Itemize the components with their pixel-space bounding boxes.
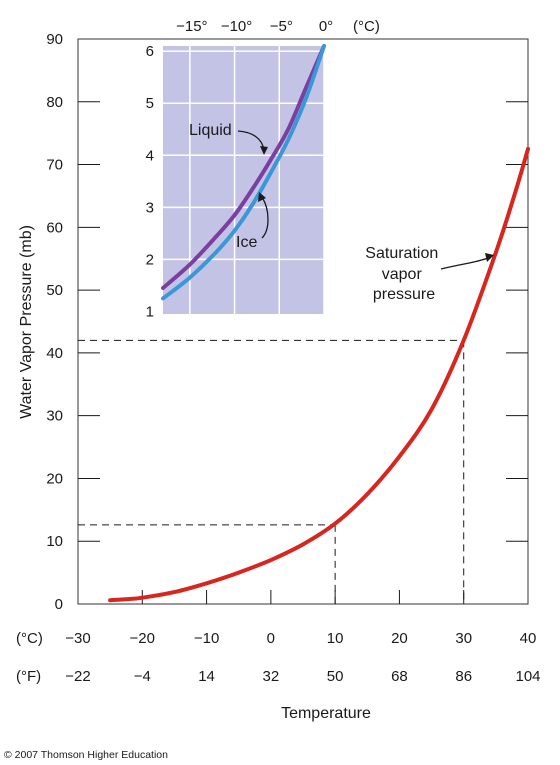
- y-tick-labels: 0 10 20 30 40 50 60 70 80 90: [46, 31, 63, 613]
- x-tick-label-fahrenheit-3: 32: [263, 668, 280, 685]
- x-unit-fahrenheit: (°F): [16, 668, 41, 685]
- annotation-saturation-vapor-pressure: Saturation vapor pressure: [365, 245, 442, 303]
- inset-y-tick-label-0: 1: [146, 303, 154, 320]
- inset-x-tick-label-0: −15°: [176, 18, 207, 35]
- inset-y-tick-label-2: 3: [146, 199, 154, 216]
- annotation-line-1: Saturation: [365, 245, 438, 262]
- inset-x-tick-label-2: −5°: [270, 18, 293, 35]
- x-tick-label-fahrenheit-0: −22: [65, 668, 90, 685]
- x-tick-label-fahrenheit-2: 14: [198, 668, 215, 685]
- series-label-liquid: Liquid: [189, 122, 232, 139]
- y-tick-label-7: 70: [46, 157, 63, 174]
- x-tick-label-celsius-7: 40: [520, 630, 537, 647]
- y-tick-label-0: 0: [55, 596, 63, 613]
- x-tick-label-celsius-4: 10: [327, 630, 344, 647]
- series-line-ice: [161, 44, 326, 301]
- copyright-notice: © 2007 Thomson Higher Education: [4, 749, 168, 761]
- x-tick-label-celsius-6: 30: [455, 630, 472, 647]
- x-tick-label-celsius-0: −30: [65, 630, 90, 647]
- x-tick-label-fahrenheit-5: 68: [391, 668, 408, 685]
- annotation-pointer-arrow: [440, 257, 489, 270]
- x-tick-label-fahrenheit-7: 104: [515, 668, 540, 685]
- inset-x-tick-label-1: −10°: [221, 18, 252, 35]
- y-tick-label-3: 30: [46, 408, 63, 425]
- inset-y-tick-label-5: 6: [146, 43, 154, 60]
- inset-background: [163, 46, 324, 314]
- inset-y-tick-label-1: 2: [146, 251, 154, 268]
- ice-pointer-arrowhead: [258, 192, 266, 202]
- x-tick-labels-celsius: −30 −20 −10 0 10 20 30 40: [65, 630, 536, 647]
- liquid-pointer-arrowhead: [260, 146, 268, 155]
- x-axis-label: Temperature: [281, 705, 371, 722]
- x-tick-label-celsius-1: −20: [130, 630, 155, 647]
- inset-y-tick-labels: 1 2 3 4 5 6: [146, 43, 154, 320]
- series-line-liquid: [161, 44, 326, 290]
- inset-x-tick-labels: −15° −10° −5° 0°: [176, 18, 333, 35]
- annotation-line-2: vapor: [382, 266, 423, 283]
- x-tick-label-celsius-3: 0: [267, 630, 275, 647]
- x-tick-labels-fahrenheit: −22 −4 14 32 50 68 86 104: [65, 668, 540, 685]
- inset-y-tick-label-3: 4: [146, 147, 154, 164]
- series-line-saturation-vapor-pressure: [108, 146, 530, 603]
- inset-x-tick-label-3: 0°: [319, 18, 333, 35]
- main-axis-ticks: [78, 101, 528, 604]
- y-tick-label-5: 50: [46, 282, 63, 299]
- x-tick-label-fahrenheit-6: 86: [455, 668, 472, 685]
- inset-grid: [163, 46, 325, 314]
- inset-x-unit: (°C): [353, 18, 380, 35]
- ice-pointer-arrow: [261, 196, 269, 239]
- x-unit-celsius: (°C): [16, 630, 43, 647]
- y-tick-label-1: 10: [46, 533, 63, 550]
- y-tick-label-9: 90: [46, 31, 63, 48]
- annotation-pointer-arrowhead: [485, 253, 494, 262]
- y-axis-label: Water Vapor Pressure (mb): [18, 225, 35, 419]
- y-tick-label-2: 20: [46, 470, 63, 487]
- series-label-ice: Ice: [236, 234, 257, 251]
- x-tick-label-celsius-5: 20: [391, 630, 408, 647]
- inset-y-tick-label-4: 5: [146, 95, 154, 112]
- x-tick-label-fahrenheit-4: 50: [327, 668, 344, 685]
- x-tick-label-fahrenheit-1: −4: [134, 668, 151, 685]
- x-tick-label-celsius-2: −10: [194, 630, 219, 647]
- annotation-line-3: pressure: [373, 286, 435, 303]
- y-tick-label-8: 80: [46, 94, 63, 111]
- y-tick-label-4: 40: [46, 345, 63, 362]
- y-tick-label-6: 60: [46, 219, 63, 236]
